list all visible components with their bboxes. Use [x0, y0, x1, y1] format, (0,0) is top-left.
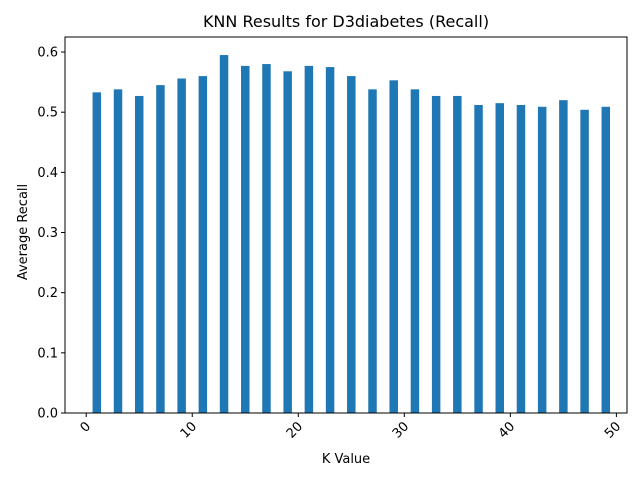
- x-axis-label: K Value: [322, 452, 370, 467]
- y-tick-label: 0.4: [37, 166, 58, 181]
- x-tick-label: 10: [178, 419, 200, 441]
- x-tick-label: 50: [602, 419, 624, 441]
- bar-k-13: [219, 55, 229, 413]
- y-tick-label: 0.0: [37, 407, 58, 422]
- bar-k-3: [113, 89, 123, 413]
- bar-k-1: [92, 92, 102, 413]
- bar-k-15: [241, 65, 250, 413]
- x-tick-label: 0: [78, 419, 94, 435]
- y-axis-label: Average Recall: [16, 184, 31, 280]
- bar-k-49: [601, 106, 611, 414]
- bar-k-29: [389, 80, 398, 414]
- bar-k-21: [304, 65, 314, 413]
- bar-k-23: [325, 67, 335, 413]
- bar-k-39: [495, 103, 504, 414]
- plot-frame: [64, 36, 628, 414]
- y-tick-label: 0.1: [37, 346, 58, 361]
- bar-k-41: [516, 104, 526, 413]
- x-tick-label: 40: [496, 419, 518, 441]
- bar-k-35: [453, 95, 462, 414]
- y-tick-label: 0.6: [37, 46, 58, 61]
- bar-k-31: [410, 89, 420, 413]
- bar-k-33: [431, 95, 441, 414]
- y-tick-label: 0.3: [37, 226, 58, 241]
- y-tick-label: 0.5: [37, 106, 58, 121]
- x-ticks: 0 10 20 30 40 50: [78, 413, 624, 442]
- x-tick-label: 30: [390, 419, 412, 441]
- bars-group: [92, 55, 611, 414]
- bar-k-43: [537, 106, 547, 414]
- bar-k-7: [156, 85, 165, 414]
- bar-k-37: [474, 104, 483, 413]
- bar-k-19: [283, 71, 292, 413]
- bar-k-47: [580, 109, 589, 413]
- bar-k-17: [262, 64, 271, 414]
- bar-k-27: [368, 89, 377, 413]
- bar-k-25: [347, 76, 356, 413]
- x-tick-label: 20: [284, 419, 306, 441]
- bar-k-45: [559, 100, 568, 413]
- bar-k-5: [134, 95, 144, 414]
- y-tick-label: 0.2: [37, 286, 58, 301]
- bar-k-11: [198, 76, 208, 413]
- bar-k-9: [177, 78, 186, 413]
- chart-title: KNN Results for D3diabetes (Recall): [203, 12, 489, 31]
- y-ticks: 0.0 0.1 0.2 0.3 0.4 0.5 0.6: [37, 46, 65, 422]
